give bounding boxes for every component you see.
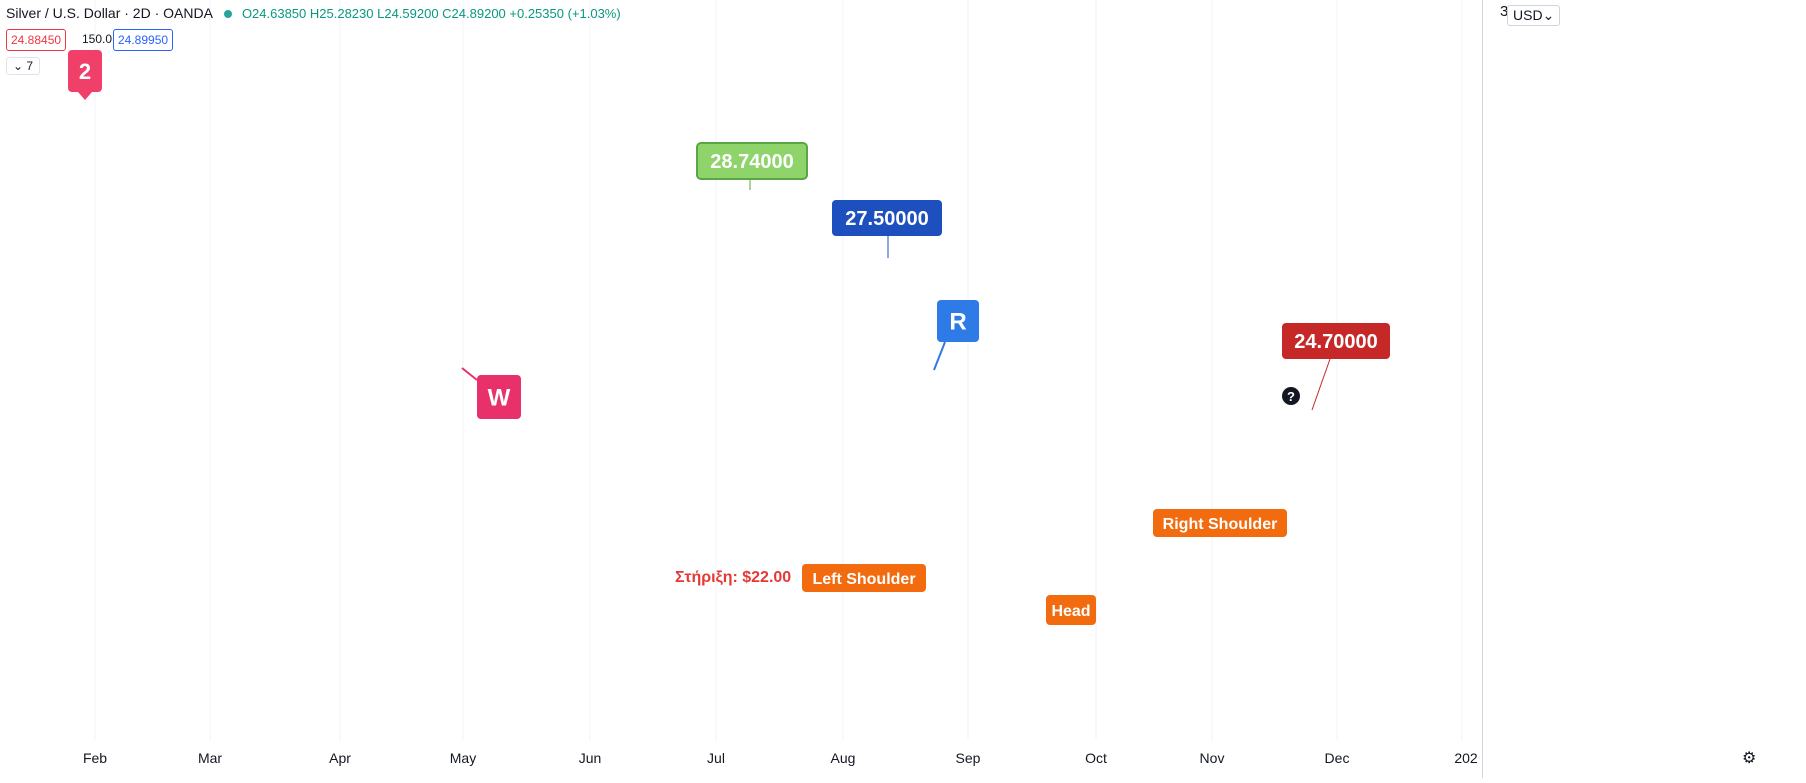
r-label-text: R [949,309,966,336]
x-tick-label: Aug [830,750,856,766]
x-tick-label: Feb [82,750,108,766]
x-tick-label: Oct [1085,750,1107,766]
x-tick-label: Mar [197,750,223,766]
left-shoulder-label-text: Left Shoulder [812,571,915,588]
question-icon-text: ? [1287,389,1295,404]
level-mid-label: 27.50000 [832,200,942,236]
r-label: R [937,300,979,342]
x-tick-label: Dec [1324,750,1350,766]
head-label-text: Head [1051,603,1090,620]
w-label-box [477,375,521,419]
wave-2-label: 2 [68,50,102,100]
question-marker[interactable]: ? [1282,387,1300,405]
target-top-label-text: 28.74000 [710,151,793,173]
target-top-label: 28.74000 [696,142,808,180]
x-tick-label: Jul [707,750,725,766]
question-icon [1282,387,1300,405]
w-label-pointer [461,367,478,381]
w-label-text: W [488,385,511,412]
wave-2-label-text: 2 [79,59,91,84]
left-shoulder-label-box [802,564,926,592]
w-label: W [477,375,521,419]
symbol-title[interactable]: Silver / U.S. Dollar · 2D · OANDA [6,5,213,21]
buy-button[interactable]: 24.89950 [113,29,174,51]
wave-2-pointer [78,92,92,100]
x-tick-label: Jun [578,750,602,766]
x-tick-label: 202 [1454,750,1478,766]
head-label: Head [1046,595,1096,625]
left-shoulder-label: Left Shoulder [802,564,926,592]
neckline-target-label-box [1282,323,1390,359]
r-label-box [937,300,979,342]
chevron-down-icon: ⌄ [1542,7,1555,23]
level-mid-label-box [832,200,942,236]
r-label-pointer [933,341,946,371]
spread-value: 150.0 [82,32,113,46]
neckline-target-leader [1311,358,1331,411]
neckline-target-label: 24.70000 [1282,323,1390,359]
x-tick-label: Nov [1199,750,1225,766]
x-tick-label: May [449,750,477,766]
ohlc-readout: O24.63850 H25.28230 L24.59200 C24.89200 … [241,6,621,21]
support-text: Στήριξη: $22.00 [675,569,791,586]
target-top-label-box [696,142,808,180]
price-axis[interactable] [1482,0,1806,778]
indicators-toggle[interactable]: ⌄ 7 [6,57,41,75]
level-mid-label-text: 27.50000 [845,208,928,230]
head-label-box [1046,595,1096,625]
right-shoulder-label-text: Right Shoulder [1163,516,1278,533]
market-open-icon [224,10,233,19]
gear-icon[interactable]: ⚙ [1742,750,1757,767]
chart-header: Silver / U.S. Dollar · 2D · OANDA O24.63… [6,5,621,21]
neckline-target-label-text: 24.70000 [1294,331,1377,353]
sell-button[interactable]: 24.88450 [6,29,67,51]
chevron-down-icon: ⌄ [13,59,24,73]
x-tick-label: Apr [329,750,351,766]
currency-label: USD [1513,7,1543,23]
wave-2-label-box [68,50,102,92]
x-tick-label: Sep [955,750,981,766]
right-shoulder-label: Right Shoulder [1153,509,1287,537]
right-shoulder-label-box [1153,509,1287,537]
indicators-count: 7 [26,59,34,73]
currency-selector[interactable]: USD⌄ [1507,5,1561,26]
